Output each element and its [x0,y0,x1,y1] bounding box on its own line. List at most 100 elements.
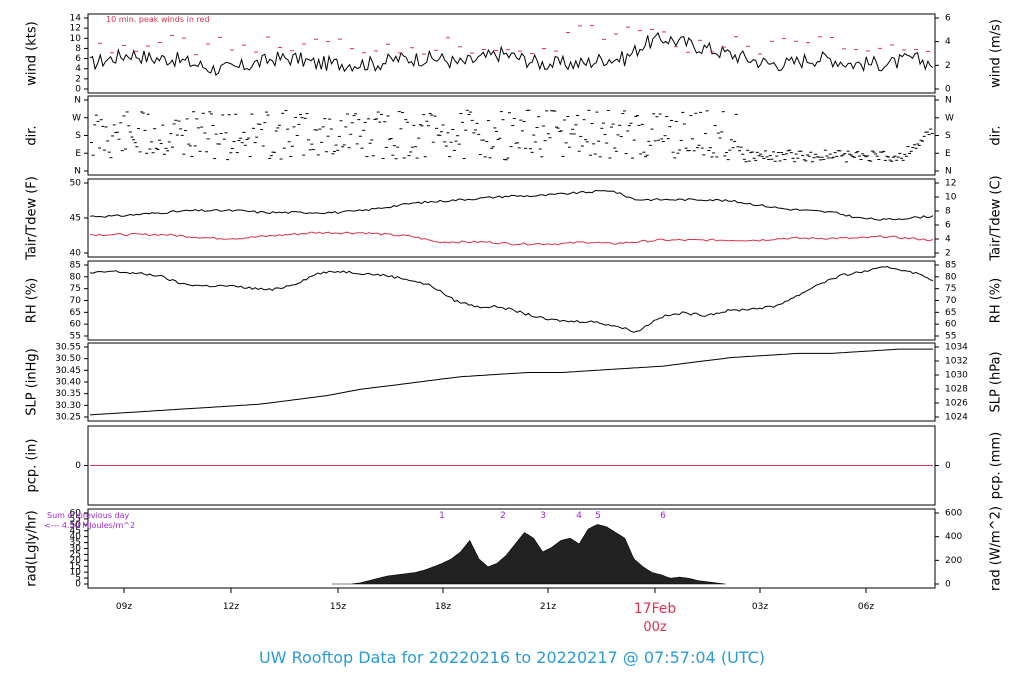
peak-winds-note: 10 min. peak winds in red [106,15,210,24]
ytick-label-left: E [75,149,81,159]
peak-marker-3: 3 [540,511,546,521]
ytick-label-right: W [945,113,954,123]
ytick-label-left: 10 [70,34,82,44]
peak-marker-1: 1 [439,511,445,521]
ylabel-left: Tair/Tdew (F) [25,176,40,261]
ytick-label-right: 0 [945,461,951,471]
ytick-label-left: 55 [70,514,81,524]
peak-marker-4: 4 [576,511,582,521]
ytick-label-left: 0 [75,461,81,471]
rad-sum-note: Sum of previous day [47,511,129,520]
ylabel-right: SLP (hPa) [989,351,1004,412]
ytick-label-left: 30.45 [55,366,81,376]
series-line-0 [89,31,934,76]
xtick-label: 00z [643,620,667,635]
ytick-label-left: 60 [70,509,82,519]
ytick-label-left: 30.50 [55,354,81,364]
ytick-label-right: 85 [945,261,956,271]
ytick-label-right: 10 [945,193,957,203]
ytick-label-left: 30.30 [55,401,81,411]
ytick-label-right: 1028 [945,385,968,395]
ytick-label-left: 75 [70,284,81,294]
ytick-label-right: 65 [945,308,956,318]
ytick-label-left: 30 [70,544,82,554]
xtick-label: 18z [435,602,451,612]
ylabel-right: RH (%) [989,278,1004,323]
ytick-label-left: 70 [70,296,82,306]
ytick-label-left: 5 [75,574,81,584]
ytick-label-left: 0 [75,580,81,590]
ytick-label-left: 10 [70,568,82,578]
ytick-label-right: 75 [945,284,956,294]
ytick-label-left: 6 [75,54,81,64]
ytick-label-right: 1032 [945,357,968,367]
ylabel-left: dir. [25,125,40,145]
ytick-label-right: 1026 [945,399,968,409]
ytick-label-left: 14 [70,14,82,24]
panel-frame-0 [87,13,936,94]
rad-sum-value: <--- 4.50 MJoules/m^2 [44,521,135,530]
radiation-area [332,524,726,585]
ytick-label-left: 50 [70,520,82,530]
ytick-label-left: 65 [70,308,81,318]
ytick-label-right: N [945,167,952,177]
ytick-label-left: 40 [70,249,82,259]
ytick-label-right: 1034 [945,343,968,353]
peak-marker-5: 5 [595,511,601,521]
ytick-label-right: 4 [945,37,951,47]
ytick-label-left: 30.55 [55,343,81,353]
xtick-label: 15z [330,602,346,612]
ytick-label-right: 12 [945,179,956,189]
ytick-label-right: 70 [945,296,957,306]
ylabel-left: pcp. (in) [25,439,40,493]
ytick-label-left: 85 [70,261,81,271]
series-line-0 [89,265,934,333]
ytick-label-left: 30.35 [55,389,81,399]
panel-frame-3 [87,260,936,341]
ytick-label-right: 60 [945,320,957,330]
ylabel-right: Tair/Tdew (C) [989,175,1004,261]
series-line-0 [89,348,933,416]
ytick-label-left: 40 [70,532,82,542]
ytick-label-right: 0 [945,85,951,95]
ytick-label-left: 60 [70,320,82,330]
ytick-label-right: 55 [945,332,956,342]
ytick-label-left: 45 [70,526,81,536]
ytick-label-left: N [74,167,81,177]
ytick-label-left: 2 [75,74,81,84]
ytick-label-right: 2 [945,61,951,71]
xtick-label: 09z [116,602,132,612]
peak-marker-6: 6 [660,511,666,521]
ytick-label-right: 6 [945,221,951,231]
ytick-label-left: W [72,113,81,123]
xtick-label: 06z [858,602,874,612]
ylabel-right: pcp. (mm) [989,432,1004,499]
ylabel-left: RH (%) [25,278,40,323]
series-line-1 [89,231,934,246]
ylabel-left: rad(Lgly/hr) [25,510,40,586]
ytick-label-left: 50 [70,179,82,189]
ylabel-right: dir. [989,125,1004,145]
ylabel-right: rad (W/m^2) [989,506,1004,591]
ylabel-right: wind (m/s) [989,19,1004,88]
ytick-label-left: 45 [70,214,81,224]
ytick-label-left: 80 [70,272,82,282]
ytick-label-left: 30.40 [55,378,81,388]
xtick-label: 12z [223,602,239,612]
ytick-label-left: 4 [75,64,81,74]
ytick-label-left: N [74,96,81,106]
ytick-label-right: 2 [945,249,951,259]
panel-frame-4 [87,342,936,422]
series-line-0 [89,189,934,221]
ytick-label-right: 4 [945,235,951,245]
ytick-label-right: 0 [945,580,951,590]
ylabel-left: wind (kts) [25,21,40,85]
ytick-label-left: 8 [75,44,81,54]
ytick-label-right: 6 [945,14,951,24]
ytick-label-right: 80 [945,272,957,282]
ytick-label-left: 12 [70,24,81,34]
chart-title: UW Rooftop Data for 20220216 to 20220217… [258,648,766,667]
ytick-label-left: 30.25 [55,413,81,423]
